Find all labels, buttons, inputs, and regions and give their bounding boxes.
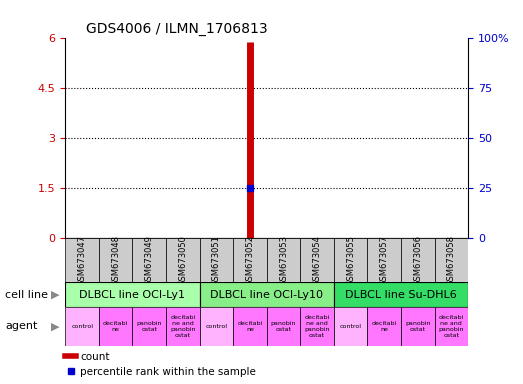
Text: panobin
ostat: panobin ostat <box>137 321 162 332</box>
Text: decitabi
ne and
panobin
ostat: decitabi ne and panobin ostat <box>439 315 464 338</box>
Bar <box>99 307 132 346</box>
Text: control: control <box>71 324 93 329</box>
Text: decitabi
ne: decitabi ne <box>237 321 263 332</box>
Text: decitabi
ne and
panobin
ostat: decitabi ne and panobin ostat <box>304 315 330 338</box>
Bar <box>334 307 367 346</box>
Text: GSM673057: GSM673057 <box>380 235 389 286</box>
Text: GSM673049: GSM673049 <box>145 235 154 286</box>
Bar <box>300 238 334 282</box>
Text: ▶: ▶ <box>51 321 59 331</box>
Text: GSM673047: GSM673047 <box>77 235 87 286</box>
Text: GSM673056: GSM673056 <box>413 235 422 286</box>
Bar <box>99 238 132 282</box>
Text: decitabi
ne: decitabi ne <box>103 321 128 332</box>
Bar <box>200 282 334 307</box>
Bar <box>334 282 468 307</box>
Bar <box>367 238 401 282</box>
Bar <box>132 238 166 282</box>
Text: GSM673055: GSM673055 <box>346 235 355 286</box>
Text: GSM673058: GSM673058 <box>447 235 456 286</box>
Bar <box>166 307 200 346</box>
Text: control: control <box>206 324 228 329</box>
Text: GSM673052: GSM673052 <box>245 235 255 286</box>
Text: GSM673050: GSM673050 <box>178 235 187 286</box>
Text: DLBCL line OCI-Ly10: DLBCL line OCI-Ly10 <box>210 290 323 300</box>
Text: GSM673051: GSM673051 <box>212 235 221 286</box>
Text: ▶: ▶ <box>51 290 59 300</box>
Bar <box>334 238 367 282</box>
Bar <box>300 307 334 346</box>
Text: cell line: cell line <box>5 290 48 300</box>
Bar <box>200 307 233 346</box>
Bar <box>401 238 435 282</box>
Text: agent: agent <box>5 321 38 331</box>
Text: DLBCL line OCI-Ly1: DLBCL line OCI-Ly1 <box>79 290 186 300</box>
Text: GSM673048: GSM673048 <box>111 235 120 286</box>
Text: DLBCL line Su-DHL6: DLBCL line Su-DHL6 <box>345 290 457 300</box>
Text: panobin
ostat: panobin ostat <box>405 321 430 332</box>
Bar <box>166 238 200 282</box>
Text: panobin
ostat: panobin ostat <box>271 321 296 332</box>
Bar <box>267 238 300 282</box>
Bar <box>435 238 468 282</box>
Legend: count, percentile rank within the sample: count, percentile rank within the sample <box>65 352 256 377</box>
Bar <box>200 238 233 282</box>
Bar <box>367 307 401 346</box>
Bar <box>65 238 99 282</box>
Bar <box>233 307 267 346</box>
Text: GSM673054: GSM673054 <box>313 235 322 286</box>
Text: GDS4006 / ILMN_1706813: GDS4006 / ILMN_1706813 <box>86 22 267 36</box>
Bar <box>435 307 468 346</box>
Text: decitabi
ne: decitabi ne <box>371 321 397 332</box>
Bar <box>65 307 99 346</box>
Bar <box>233 238 267 282</box>
Bar <box>65 282 200 307</box>
Bar <box>132 307 166 346</box>
Text: GSM673053: GSM673053 <box>279 235 288 286</box>
Bar <box>267 307 300 346</box>
Text: control: control <box>339 324 361 329</box>
Text: decitabi
ne and
panobin
ostat: decitabi ne and panobin ostat <box>170 315 196 338</box>
Bar <box>401 307 435 346</box>
